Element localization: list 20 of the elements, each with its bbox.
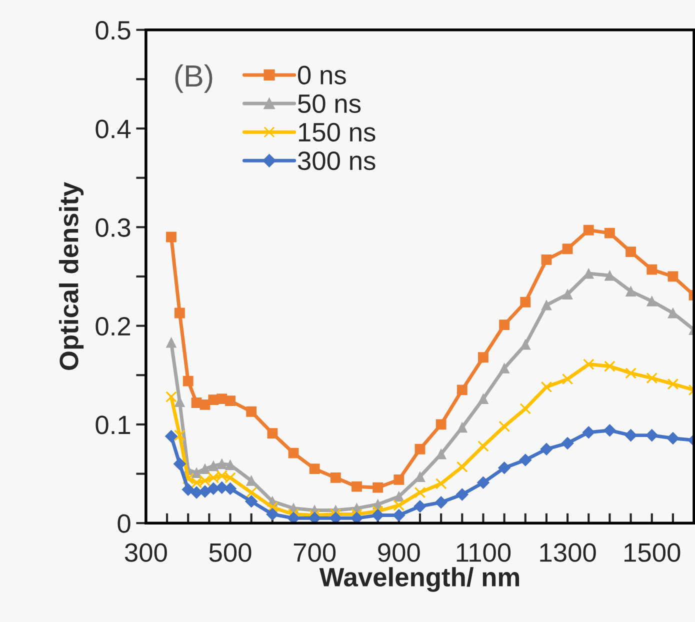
x-tick-label: 700: [294, 543, 336, 562]
x-tick-label: 900: [378, 543, 420, 562]
y-tick-label: 0.4: [96, 120, 131, 138]
x-tick-label: 1300: [540, 543, 596, 562]
x-tick-label: 500: [209, 543, 252, 562]
x-tick-label: 1100: [456, 543, 511, 562]
y-tick-label: 0.5: [96, 20, 130, 40]
legend-label: 150 ns: [298, 122, 376, 142]
x-axis-title: Wavelength/ nm: [319, 567, 520, 592]
legend-label: 50 ns: [298, 94, 361, 114]
y-tick-label: 0.3: [96, 218, 130, 237]
x-tick-label: 1500: [624, 543, 680, 562]
y-tick-label: 0.1: [96, 416, 130, 434]
legend-label: 300 ns: [298, 151, 376, 170]
y-tick-label: 0: [118, 514, 130, 533]
y-tick-label: 0.2: [96, 316, 130, 336]
annotation: (B): [175, 64, 212, 93]
y-axis-title: Optical density: [58, 182, 84, 370]
legend-label: 0 ns: [298, 66, 346, 84]
x-tick-label: 300: [124, 543, 167, 562]
